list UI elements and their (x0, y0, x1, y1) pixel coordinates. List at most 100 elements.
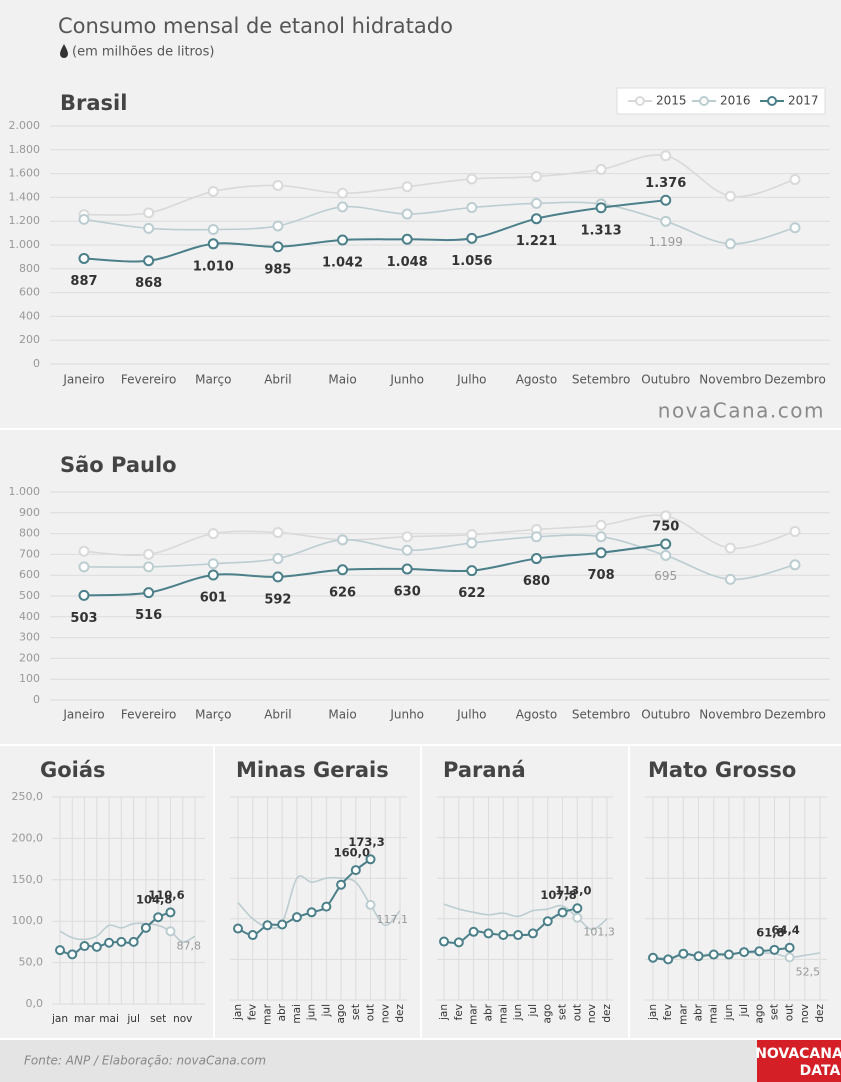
x-tick-label: Outubro (641, 373, 690, 387)
y-tick-label: 2.000 (9, 119, 41, 132)
point (439, 936, 449, 947)
x-tick-label: abr (693, 1003, 705, 1021)
x-tick-label: set (350, 1004, 362, 1020)
x-tick-label: jul (527, 1004, 539, 1018)
point (663, 954, 674, 965)
x-tick-label: nov (799, 1004, 811, 1023)
point (401, 181, 413, 193)
point (337, 234, 349, 246)
y-tick-label: 200,0 (12, 831, 44, 844)
point (207, 569, 219, 581)
x-tick-label: dez (601, 1004, 613, 1023)
point (572, 903, 583, 914)
x-tick-label: nov (586, 1004, 598, 1023)
point (648, 952, 658, 963)
x-tick-label: Abril (264, 373, 291, 387)
point (769, 944, 780, 955)
point (572, 912, 583, 923)
point (306, 907, 317, 918)
point (789, 222, 801, 234)
x-tick-label: mai (99, 1013, 119, 1025)
y-tick-label: 800 (19, 527, 40, 540)
x-tick-label: Setembro (572, 708, 630, 722)
point (79, 941, 90, 952)
legend-marker (699, 96, 709, 106)
point (143, 548, 155, 560)
point (483, 928, 494, 939)
y-tick-label: 1.000 (9, 238, 41, 251)
point (466, 202, 478, 214)
point (453, 937, 464, 948)
logo (757, 1040, 841, 1082)
x-tick-label: mai (708, 1004, 720, 1024)
x-tick-label: Dezembro (764, 708, 826, 722)
y-tick-label: 200 (19, 651, 40, 664)
data-label: 117,1 (377, 913, 409, 926)
legend-marker (635, 96, 645, 106)
drop-icon (60, 44, 68, 58)
x-tick-label: nov (379, 1004, 391, 1023)
x-tick-label: Março (195, 373, 231, 387)
point (365, 899, 376, 910)
x-tick-label: Setembro (572, 373, 630, 387)
point (143, 561, 155, 573)
point (527, 928, 538, 939)
point (678, 948, 689, 959)
point (724, 190, 736, 202)
x-tick-label: out (571, 1004, 583, 1021)
point (557, 907, 568, 918)
data-label: 87,8 (176, 939, 201, 952)
panel (422, 746, 628, 1038)
y-tick-label: 100 (19, 672, 40, 685)
point (693, 951, 704, 962)
data-label: 1.221 (516, 234, 557, 249)
point (595, 202, 607, 214)
data-label: 1.042 (322, 256, 363, 271)
data-label: 750 (652, 520, 679, 535)
point (78, 545, 90, 557)
x-tick-label: mar (468, 1003, 480, 1025)
x-tick-label: Junho (389, 708, 424, 722)
data-label: 107,8 (540, 888, 576, 902)
x-tick-label: Fevereiro (121, 708, 177, 722)
point (337, 201, 349, 213)
point (789, 174, 801, 186)
point (660, 510, 672, 522)
chart-title: Paraná (443, 758, 526, 782)
y-tick-label: 0,0 (26, 997, 44, 1010)
x-tick-label: Maio (328, 373, 356, 387)
x-tick-label: jul (738, 1004, 750, 1018)
x-tick-label: Janeiro (62, 373, 104, 387)
data-label: 110,6 (148, 888, 184, 902)
y-tick-label: 50,0 (19, 956, 44, 969)
data-label: 1.048 (387, 255, 428, 270)
series-line (83, 199, 666, 263)
data-label: 680 (523, 574, 550, 589)
x-tick-label: jan (232, 1004, 244, 1021)
point (401, 531, 413, 543)
point (91, 941, 102, 952)
logo-text: NOVACANA (755, 1046, 841, 1062)
y-tick-label: 1.000 (9, 485, 41, 498)
x-tick-label: out (365, 1004, 377, 1021)
x-tick-label: Maio (328, 708, 356, 722)
data-label: 173,3 (348, 835, 384, 849)
point (272, 241, 284, 253)
x-tick-label: ago (753, 1004, 765, 1024)
y-tick-label: 400 (19, 610, 40, 623)
point (660, 150, 672, 162)
point (724, 238, 736, 250)
point (207, 185, 219, 197)
series-line (83, 514, 796, 557)
x-tick-label: jun (512, 1004, 524, 1021)
point (513, 930, 524, 941)
data-label: 592 (264, 592, 291, 607)
x-tick-label: jan (51, 1013, 68, 1025)
data-label: 887 (70, 274, 97, 289)
y-tick-label: 500 (19, 589, 40, 602)
y-tick-label: 0 (33, 357, 40, 370)
source: Fonte: ANP / Elaboração: novaCana.com (24, 1054, 266, 1068)
point (321, 901, 332, 912)
point (143, 255, 155, 267)
x-tick-label: abr (482, 1003, 494, 1021)
